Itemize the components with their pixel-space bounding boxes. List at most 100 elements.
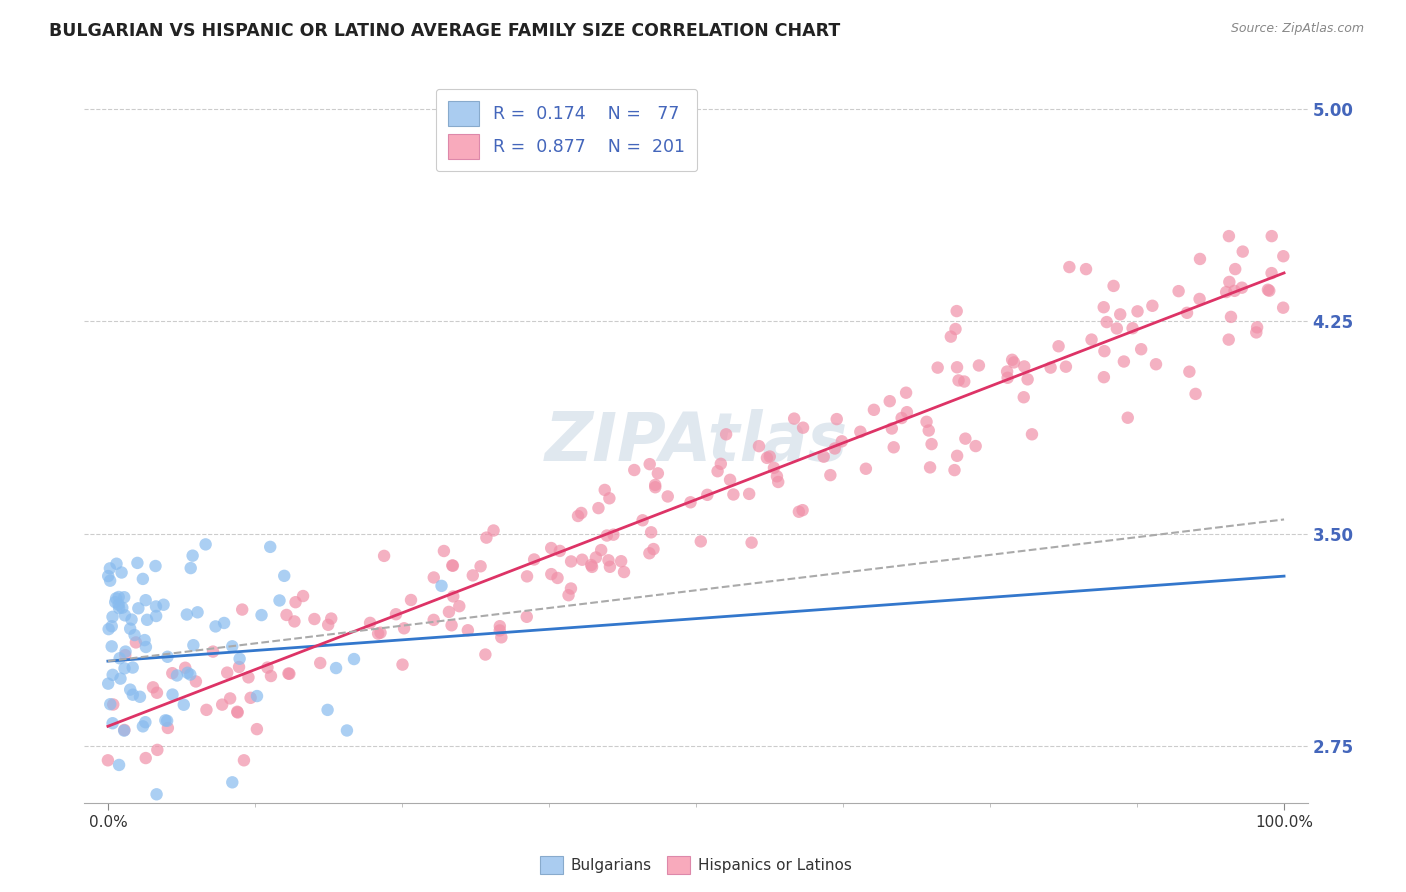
Point [1039, 360, 1062, 375]
Point [100, 619, 122, 633]
Point [945, 322, 967, 336]
Point [1144, 357, 1167, 371]
Point [879, 394, 901, 409]
Point [269, 593, 291, 607]
Point [488, 624, 510, 638]
Point [104, 595, 127, 609]
Point [1225, 262, 1247, 277]
Point [610, 554, 633, 568]
Point [135, 751, 157, 765]
Point [1178, 365, 1201, 379]
Point [343, 652, 366, 666]
Point [221, 640, 243, 654]
Point [120, 682, 142, 697]
Point [195, 703, 218, 717]
Point [995, 365, 1018, 379]
Point [233, 753, 256, 767]
Point [946, 360, 969, 375]
Point [278, 666, 301, 681]
Point [202, 644, 225, 658]
Point [112, 591, 135, 605]
Point [571, 552, 593, 566]
Point [1012, 390, 1035, 404]
Point [1095, 315, 1118, 329]
Point [121, 660, 143, 674]
Point [1272, 249, 1295, 263]
Point [441, 590, 464, 604]
Point [927, 360, 949, 375]
Point [585, 550, 607, 565]
Point [283, 615, 305, 629]
Point [437, 605, 460, 619]
Point [441, 558, 464, 573]
Point [121, 688, 143, 702]
Point [145, 599, 167, 614]
Point [748, 439, 770, 453]
Point [523, 552, 546, 566]
Point [918, 424, 941, 438]
Point [134, 633, 156, 648]
Point [142, 681, 165, 695]
Point [1054, 359, 1077, 374]
Point [1215, 285, 1237, 299]
Point [657, 490, 679, 504]
Point [1175, 306, 1198, 320]
Point [226, 705, 249, 719]
Point [896, 405, 918, 419]
Point [813, 450, 835, 464]
Point [643, 542, 665, 557]
Point [309, 656, 332, 670]
Point [219, 691, 242, 706]
Point [631, 513, 654, 527]
Point [946, 449, 969, 463]
Point [1112, 354, 1135, 368]
Point [461, 568, 484, 582]
Point [162, 666, 184, 681]
Point [194, 537, 217, 551]
Point [145, 609, 167, 624]
Point [97, 569, 120, 583]
Point [516, 609, 538, 624]
Point [831, 434, 853, 449]
Point [156, 649, 179, 664]
Point [638, 457, 661, 471]
Point [145, 559, 167, 574]
Legend: Bulgarians, Hispanics or Latinos: Bulgarians, Hispanics or Latinos [533, 848, 859, 882]
Point [644, 480, 666, 494]
Point [107, 598, 129, 612]
Point [325, 661, 347, 675]
Point [470, 559, 492, 574]
Point [1142, 299, 1164, 313]
Point [943, 463, 966, 477]
Point [880, 421, 903, 435]
Point [1258, 284, 1281, 298]
Point [560, 554, 582, 568]
Point [373, 549, 395, 563]
Point [547, 571, 569, 585]
Point [259, 540, 281, 554]
Point [820, 468, 842, 483]
Point [124, 628, 146, 642]
Point [221, 775, 243, 789]
Point [114, 608, 136, 623]
Point [849, 425, 872, 439]
Point [184, 674, 207, 689]
Point [1059, 260, 1081, 274]
Point [939, 329, 962, 343]
Point [246, 722, 269, 736]
Point [1092, 300, 1115, 314]
Point [1080, 333, 1102, 347]
Point [890, 411, 912, 425]
Point [155, 714, 177, 728]
Point [1122, 321, 1144, 335]
Point [179, 667, 201, 681]
Point [136, 613, 159, 627]
Point [108, 651, 131, 665]
Point [97, 676, 120, 690]
Point [120, 622, 142, 636]
Point [588, 501, 610, 516]
Point [1126, 304, 1149, 318]
Point [204, 619, 226, 633]
Point [359, 615, 381, 630]
Point [101, 668, 124, 682]
